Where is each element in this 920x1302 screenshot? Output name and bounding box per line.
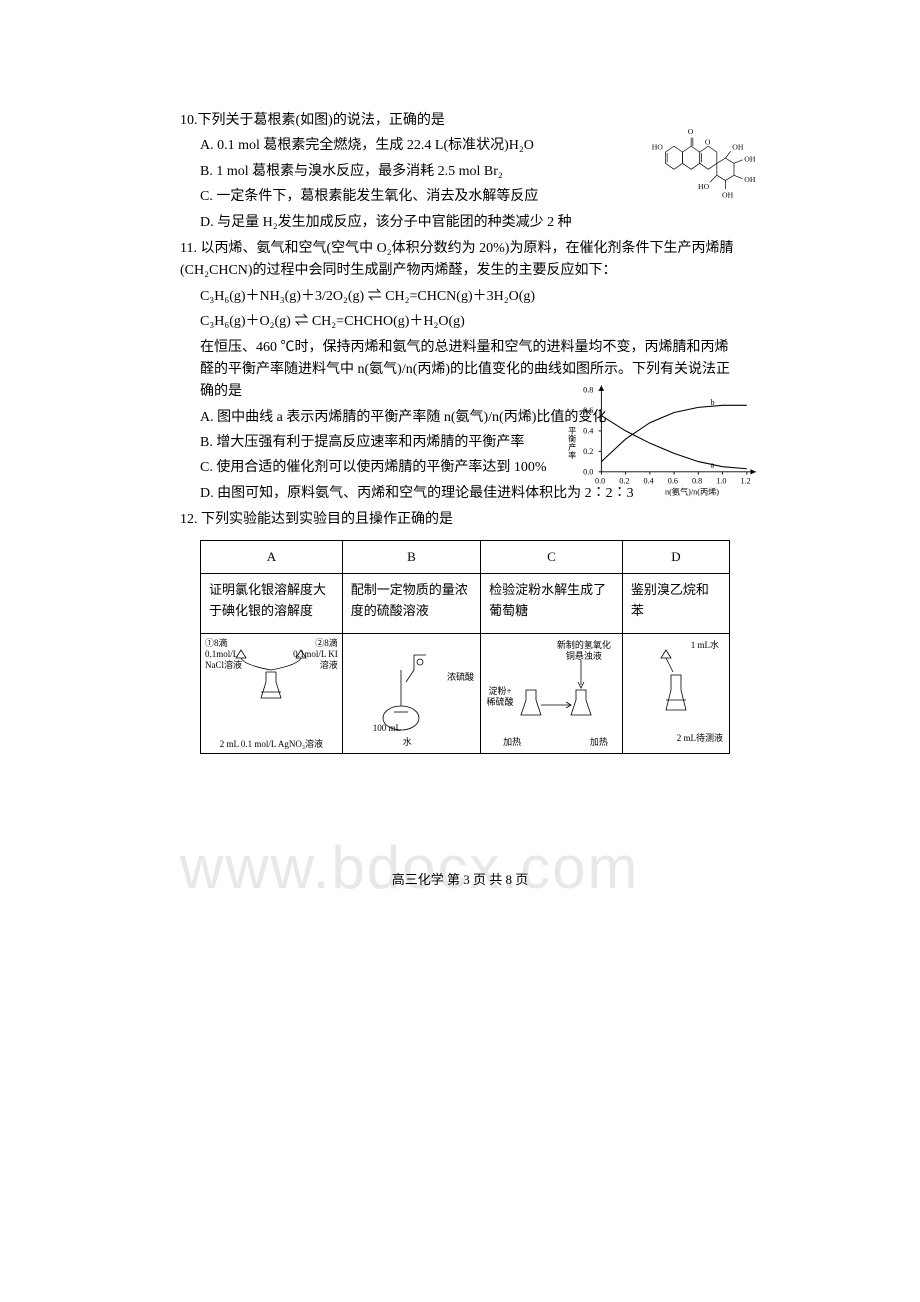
table-desc-row: 证明氯化银溶解度大于碘化银的溶解度 配制一定物质的量浓度的硫酸溶液 检验淀粉水解…	[201, 574, 730, 634]
mol-label-ho1: HO	[652, 143, 664, 152]
q11-eq1: C₃H₆(g)＋NH₃(g)＋3/2O₂(g) ⇌ CH₂=CHCN(g)＋3H…	[180, 286, 740, 308]
hdr-d: D	[622, 540, 729, 574]
desc-b: 配制一定物质的量浓度的硫酸溶液	[342, 574, 480, 634]
fig-c-left: 淀粉+稀硫酸	[485, 686, 515, 708]
mol-label-o1: O	[688, 127, 694, 136]
svg-text:0.6: 0.6	[583, 406, 593, 415]
chart-ylabel: 平衡产率	[568, 426, 577, 460]
mol-label-oh3: OH	[744, 175, 756, 184]
hdr-a: A	[201, 540, 343, 574]
fig-c-br: 加热	[590, 737, 608, 748]
table-figure-row: ①8滴 0.1mol/L NaCl溶液 ②8滴 0.1mol/L KI溶液 2 …	[201, 634, 730, 754]
fig-c: 新制的氢氧化铜悬浊液 淀粉+稀硫酸 加热 加热	[481, 634, 623, 754]
page-footer: 高三化学 第 3 页 共 8 页	[0, 870, 920, 891]
chart-xlabel: n(氨气)/n(丙烯)	[665, 487, 719, 497]
mol-label-ho2: HO	[698, 182, 710, 191]
experiment-table: A B C D 证明氯化银溶解度大于碘化银的溶解度 配制一定物质的量浓度的硫酸溶…	[200, 540, 730, 755]
desc-d: 鉴别溴乙烷和苯	[622, 574, 729, 634]
mol-label-oh2: OH	[744, 155, 756, 164]
q10-opt-d: D. 与足量 H₂发生加成反应，该分子中官能团的种类减少 2 种	[180, 212, 740, 234]
svg-text:0.6: 0.6	[668, 477, 678, 486]
svg-text:0.4: 0.4	[583, 427, 593, 436]
svg-text:0.2: 0.2	[619, 477, 629, 486]
fig-c-top: 新制的氢氧化铜悬浊液	[554, 640, 614, 662]
mol-label-o2: O	[705, 137, 711, 146]
desc-c: 检验淀粉水解生成了葡萄糖	[481, 574, 623, 634]
equilibrium-chart: 0.00.20.40.60.8 0.00.20.40.60.81.01.2 a …	[565, 370, 765, 510]
fig-a-label-b: 2 mL 0.1 mol/L AgNO₃溶液	[201, 739, 342, 750]
svg-text:1.2: 1.2	[740, 477, 750, 486]
svg-text:0.0: 0.0	[583, 468, 593, 477]
desc-a: 证明氯化银溶解度大于碘化银的溶解度	[201, 574, 343, 634]
fig-b: 浓硫酸 水 100 mL	[342, 634, 480, 754]
hdr-b: B	[342, 540, 480, 574]
svg-text:0.4: 0.4	[643, 477, 653, 486]
svg-text:0.8: 0.8	[583, 386, 593, 395]
q11-stem: 11. 以丙烯、氨气和空气(空气中 O₂体积分数约为 20%)为原料，在催化剂条…	[180, 238, 740, 283]
chart-series-b-label: b	[710, 398, 714, 407]
chart-series-a-label: a	[710, 460, 714, 469]
molecule-structure-icon: HO O O OH OH HO OH OH	[650, 120, 770, 210]
watermark: www.bdocx.com	[180, 820, 639, 916]
svg-text:0.0: 0.0	[595, 477, 605, 486]
mol-label-oh4: OH	[722, 191, 734, 200]
apparatus-d-icon	[631, 640, 721, 740]
hdr-c: C	[481, 540, 623, 574]
q11-eq2: C₃H₆(g)＋O₂(g) ⇌ CH₂=CHCHO(g)＋H₂O(g)	[180, 311, 740, 333]
fig-a-label-tl: ①8滴 0.1mol/L NaCl溶液	[205, 638, 255, 670]
svg-text:1.0: 1.0	[716, 477, 726, 486]
fig-c-bl: 加热	[503, 737, 521, 748]
fig-b-label-bl: 水	[403, 737, 412, 748]
table-header-row: A B C D	[201, 540, 730, 574]
fig-a-label-tr: ②8滴 0.1mol/L KI溶液	[288, 638, 338, 670]
fig-d-top: 1 mL水	[691, 640, 719, 651]
fig-d-bottom: 2 mL待测液	[677, 733, 723, 744]
svg-text:0.8: 0.8	[692, 477, 702, 486]
fig-a: ①8滴 0.1mol/L NaCl溶液 ②8滴 0.1mol/L KI溶液 2 …	[201, 634, 343, 754]
fig-b-label-r: 浓硫酸	[447, 672, 474, 683]
fig-b-vessel: 100 mL	[373, 723, 401, 734]
q12-stem: 12. 下列实验能达到实验目的且操作正确的是	[180, 509, 740, 531]
mol-label-oh1: OH	[732, 143, 744, 152]
fig-d: 1 mL水 2 mL待测液	[622, 634, 729, 754]
svg-text:0.2: 0.2	[583, 447, 593, 456]
